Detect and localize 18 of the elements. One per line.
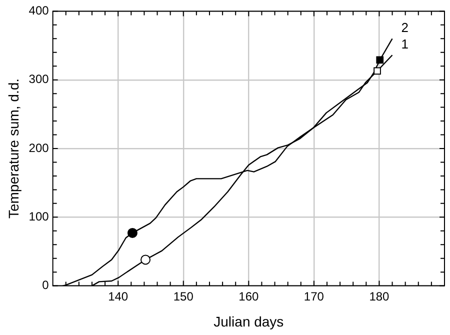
y-tick-label: 100 <box>28 209 50 224</box>
x-tick-label: 140 <box>108 289 128 304</box>
x-tick-label: 160 <box>238 289 259 304</box>
point <box>127 228 138 238</box>
point <box>374 67 381 75</box>
point <box>140 254 151 265</box>
y-tick-label: 0 <box>42 278 50 292</box>
series-label: 1 <box>401 36 409 52</box>
legend-label: 2 <box>401 20 409 36</box>
y-tick-label: 200 <box>28 140 50 155</box>
x-tick-label: 180 <box>369 289 390 304</box>
x-tick-label: 170 <box>304 289 324 304</box>
x-axis-title: Julian days <box>214 313 284 330</box>
x-tick-label: 150 <box>173 289 194 304</box>
y-axis-title: Temperature sum, d.d. <box>5 78 22 219</box>
point <box>376 56 384 64</box>
y-tick-label: 300 <box>28 72 50 86</box>
y-tick-label: 400 <box>28 4 50 18</box>
